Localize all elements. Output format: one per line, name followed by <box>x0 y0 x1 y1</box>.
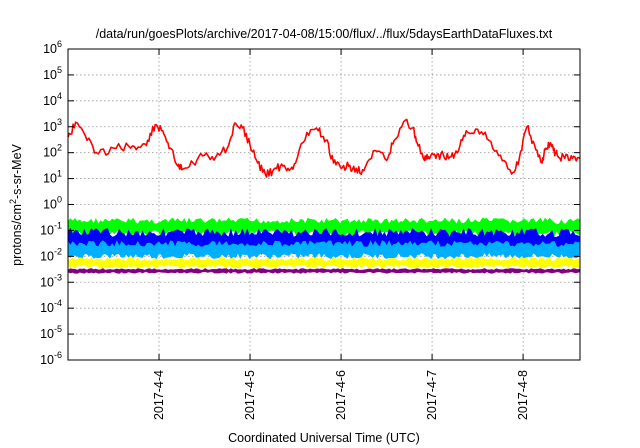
grid <box>68 49 580 360</box>
proton-flux-line <box>67 118 581 178</box>
y-tick-base: 10 <box>43 120 57 134</box>
y-tick-base: 10 <box>43 94 57 108</box>
axis-ticks <box>68 48 580 361</box>
y-tick-exp: -3 <box>54 272 62 282</box>
y-tick-label: 105 <box>43 65 62 82</box>
y-tick-base: 10 <box>40 327 54 341</box>
y-tick-exp: 0 <box>57 195 62 205</box>
y-tick-label: 10-2 <box>40 246 62 263</box>
y-tick-base: 10 <box>43 68 57 82</box>
y-tick-label: 10-3 <box>40 272 62 289</box>
y-tick-base: 10 <box>43 172 57 186</box>
y-tick-exp: -1 <box>54 220 62 230</box>
flux-band-4 <box>67 257 581 269</box>
y-tick-label: 10-1 <box>40 220 62 237</box>
y-tick-exp: 6 <box>57 39 62 49</box>
y-tick-label: 106 <box>43 39 62 56</box>
x-tick-labels: 2017-4-4 2017-4-5 2017-4-6 2017-4-7 2017-4-8 <box>152 370 530 420</box>
flux-lines <box>67 118 581 178</box>
y-tick-exp: 1 <box>57 169 62 179</box>
y-tick-label: 101 <box>43 169 62 186</box>
chart-title: /data/run/goesPlots/archive/2017-04-08/1… <box>96 27 553 41</box>
y-tick-exp: -2 <box>54 246 62 256</box>
y-tick-exp: 5 <box>57 65 62 75</box>
y-tick-exp: 3 <box>57 117 62 127</box>
y-tick-label: 10-6 <box>40 350 62 367</box>
y-tick-base: 10 <box>40 353 54 367</box>
y-tick-base: 10 <box>43 42 57 56</box>
x-axis-label: Coordinated Universal Time (UTC) <box>228 431 420 445</box>
x-tick-label: 2017-4-8 <box>516 370 530 420</box>
y-axis-label: protons/cm2-s-sr-MeV <box>8 143 24 265</box>
y-tick-label: 104 <box>43 91 62 108</box>
y-tick-base: 10 <box>43 146 57 160</box>
y-tick-base: 10 <box>43 198 57 212</box>
x-tick-label: 2017-4-5 <box>243 370 257 420</box>
y-tick-label: 10-5 <box>40 324 62 341</box>
y-tick-exp: -5 <box>54 324 62 334</box>
x-tick-label: 2017-4-7 <box>425 370 439 420</box>
y-tick-exp: -6 <box>54 350 62 360</box>
y-tick-base: 10 <box>40 249 54 263</box>
x-tick-label: 2017-4-6 <box>334 370 348 420</box>
y-tick-labels: 10-610-510-410-310-210-11001011021031041… <box>40 39 62 367</box>
y-tick-base: 10 <box>40 223 54 237</box>
y-tick-exp: 2 <box>57 143 62 153</box>
y-tick-label: 103 <box>43 117 62 134</box>
flux-bands <box>67 217 581 274</box>
y-tick-label: 10-4 <box>40 298 62 315</box>
flux-band-5 <box>67 268 581 274</box>
y-tick-exp: -4 <box>54 298 62 308</box>
y-tick-base: 10 <box>40 275 54 289</box>
y-tick-exp: 4 <box>57 91 62 101</box>
x-tick-label: 2017-4-4 <box>152 370 166 420</box>
y-tick-base: 10 <box>40 301 54 315</box>
y-tick-label: 100 <box>43 195 62 212</box>
y-tick-label: 102 <box>43 143 62 160</box>
